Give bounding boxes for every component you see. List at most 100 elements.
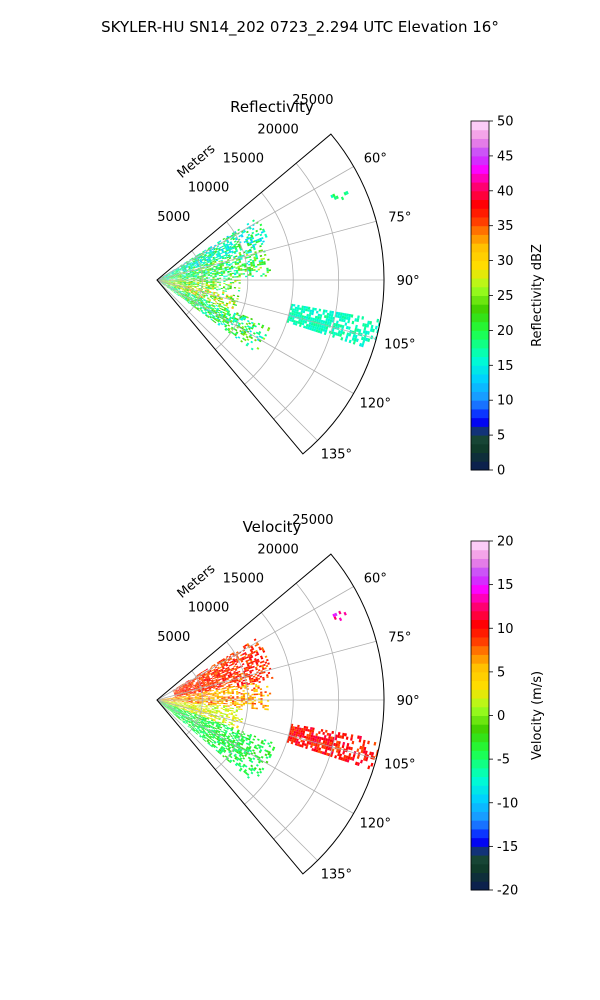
echo-cell: [177, 283, 180, 285]
echo-cell: [259, 688, 263, 691]
echo-cell: [251, 269, 254, 272]
echo-cell: [226, 266, 229, 268]
echo-cell: [236, 272, 239, 274]
echo-cell: [159, 277, 162, 279]
echo-cell: [244, 249, 248, 253]
echo-cell: [223, 724, 226, 727]
echo-cell: [176, 712, 179, 714]
echo-cell: [184, 710, 187, 712]
echo-cell: [164, 277, 167, 279]
echo-cell: [169, 286, 172, 288]
echo-cell: [186, 290, 189, 292]
echo-cell: [185, 704, 189, 706]
echo-cell: [265, 674, 269, 677]
echo-cell: [177, 697, 180, 699]
echo-cell: [164, 701, 167, 703]
echo-cell: [168, 707, 171, 710]
echo-cell: [186, 722, 190, 725]
echo-cell: [199, 299, 202, 302]
echo-cell: [202, 675, 205, 678]
echo-cell: [191, 715, 194, 717]
echo-cell: [230, 319, 233, 322]
echo-cell: [292, 322, 296, 326]
echo-cell: [236, 666, 239, 670]
echo-cell: [161, 282, 164, 284]
echo-cell: [230, 735, 233, 738]
echo-cell: [175, 713, 178, 715]
echo-cell: [171, 707, 174, 709]
echo-cell: [183, 720, 186, 723]
echo-cell: [227, 288, 230, 291]
echo-cell: [214, 685, 218, 687]
echo-cell: [208, 702, 211, 704]
echo-cell: [216, 693, 219, 695]
echo-cell: [225, 304, 228, 307]
echo-cell: [224, 316, 227, 319]
echo-cell: [329, 310, 332, 314]
echo-cell: [210, 318, 213, 321]
echo-cell: [218, 309, 221, 312]
colorbar-segment: [471, 391, 489, 401]
echo-cell: [209, 681, 212, 684]
echo-cell: [218, 734, 221, 737]
echo-cell: [238, 680, 241, 683]
echo-cell: [192, 282, 195, 284]
echo-cell: [173, 701, 176, 703]
echo-cell: [190, 301, 193, 304]
echo-cell: [175, 292, 178, 294]
echo-cell: [206, 710, 210, 713]
echo-cell: [188, 711, 191, 713]
echo-cell: [189, 715, 192, 717]
echo-cell: [190, 697, 193, 698]
echo-cell: [258, 249, 261, 253]
echo-cell: [186, 277, 189, 279]
echo-cell: [187, 707, 190, 709]
echo-cell: [255, 270, 258, 273]
echo-cell: [165, 283, 168, 285]
echo-cell: [212, 293, 216, 295]
echo-cell: [264, 333, 268, 337]
echo-cell: [181, 274, 184, 275]
echo-cell: [201, 253, 204, 256]
echo-cell: [289, 318, 292, 322]
echo-cell: [205, 677, 208, 680]
echo-cell: [163, 702, 167, 704]
echo-cell: [252, 245, 256, 248]
echo-cell: [227, 246, 230, 249]
echo-cell: [253, 767, 257, 770]
echo-cell: [179, 697, 182, 699]
echo-cell: [185, 288, 188, 290]
echo-cell: [233, 665, 236, 668]
echo-cell: [190, 697, 193, 699]
echo-cell: [168, 702, 171, 703]
echo-cell: [174, 706, 177, 708]
colorbar-segment: [471, 155, 489, 166]
echo-cell: [174, 285, 177, 287]
echo-cell: [298, 324, 302, 328]
echo-cell: [370, 324, 374, 329]
echo-cell: [224, 661, 227, 664]
echo-cell: [223, 742, 226, 746]
echo-cell: [203, 281, 206, 283]
echo-cell: [208, 678, 211, 681]
echo-cell: [209, 670, 212, 673]
echo-cell: [177, 703, 180, 705]
echo-cell: [229, 695, 233, 697]
echo-cell: [177, 710, 180, 712]
echo-cell: [231, 250, 234, 253]
echo-cell: [193, 688, 196, 690]
echo-cell: [194, 271, 197, 273]
echo-cell: [176, 704, 180, 706]
echo-cell: [251, 689, 254, 691]
echo-cell: [315, 329, 319, 333]
echo-cell: [222, 679, 225, 682]
echo-cell: [184, 684, 187, 687]
echo-cell: [217, 299, 221, 302]
echo-cell: [204, 290, 208, 292]
echo-cell: [181, 693, 184, 695]
echo-cell: [227, 705, 230, 707]
echo-cell: [193, 256, 196, 259]
echo-cell: [197, 276, 200, 277]
echo-cell: [237, 752, 241, 755]
echo-cell: [236, 660, 239, 664]
